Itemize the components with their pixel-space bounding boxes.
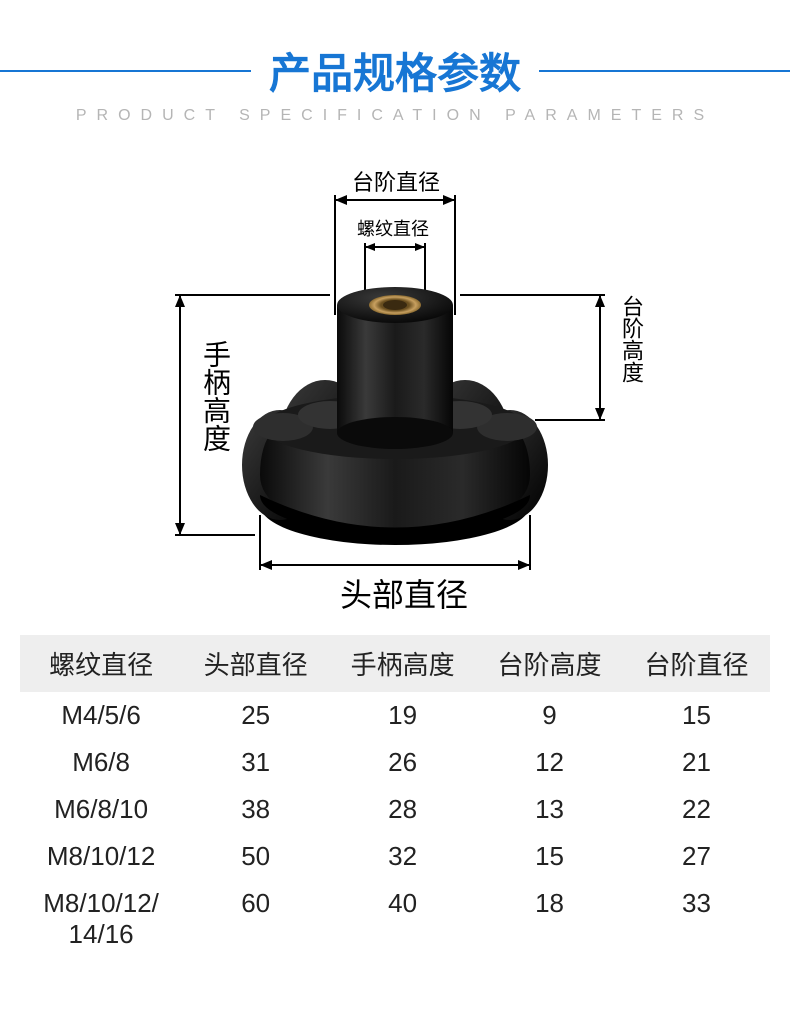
title-line-left: [0, 70, 251, 72]
cell: 33: [623, 880, 770, 958]
table-row: M4/5/6 25 19 9 15: [20, 692, 770, 739]
spec-table: 螺纹直径 头部直径 手柄高度 台阶高度 台阶直径 M4/5/6 25 19 9 …: [20, 635, 770, 958]
cell: 15: [476, 833, 623, 880]
cell: 12: [476, 739, 623, 786]
cell: 27: [623, 833, 770, 880]
col-handle-height: 手柄高度: [329, 635, 476, 692]
label-step-height: 台阶高度: [615, 295, 647, 383]
table-row: M6/8 31 26 12 21: [20, 739, 770, 786]
cell: 18: [476, 880, 623, 958]
cell: M8/10/12/14/16: [20, 880, 182, 958]
product-diagram: 台阶直径 螺纹直径 手柄高度 台阶高度 头部直径: [0, 165, 790, 615]
table-row: M6/8/10 38 28 13 22: [20, 786, 770, 833]
cell: M8/10/12: [20, 833, 182, 880]
cell: 21: [623, 739, 770, 786]
spec-table-container: 螺纹直径 头部直径 手柄高度 台阶高度 台阶直径 M4/5/6 25 19 9 …: [20, 635, 770, 958]
col-step-height: 台阶高度: [476, 635, 623, 692]
cell: 9: [476, 692, 623, 739]
col-thread-diameter: 螺纹直径: [20, 635, 182, 692]
table-row: M8/10/12 50 32 15 27: [20, 833, 770, 880]
cell: 19: [329, 692, 476, 739]
cell: M4/5/6: [20, 692, 182, 739]
cell: M6/8/10: [20, 786, 182, 833]
label-head-diameter: 头部直径: [340, 570, 468, 616]
cell: 50: [182, 833, 329, 880]
cell: M6/8: [20, 739, 182, 786]
cell: 22: [623, 786, 770, 833]
label-handle-height: 手柄高度: [195, 340, 235, 452]
cell: 38: [182, 786, 329, 833]
cell: 32: [329, 833, 476, 880]
cell: 28: [329, 786, 476, 833]
cell: 31: [182, 739, 329, 786]
table-header-row: 螺纹直径 头部直径 手柄高度 台阶高度 台阶直径: [20, 635, 770, 692]
title-line-right: [539, 70, 790, 72]
col-head-diameter: 头部直径: [182, 635, 329, 692]
page-subtitle: PRODUCT SPECIFICATION PARAMETERS: [0, 107, 790, 125]
table-body: M4/5/6 25 19 9 15 M6/8 31 26 12 21 M6/8/…: [20, 692, 770, 958]
cell: 60: [182, 880, 329, 958]
cell: 25: [182, 692, 329, 739]
label-thread-diameter: 螺纹直径: [357, 215, 429, 241]
col-step-diameter: 台阶直径: [623, 635, 770, 692]
cell: 13: [476, 786, 623, 833]
cell: 15: [623, 692, 770, 739]
page-header: 产品规格参数 PRODUCT SPECIFICATION PARAMETERS: [0, 0, 790, 125]
cell: 26: [329, 739, 476, 786]
title-row: 产品规格参数: [0, 40, 790, 101]
label-step-diameter: 台阶直径: [352, 165, 440, 197]
page-title: 产品规格参数: [261, 40, 529, 101]
cell: 40: [329, 880, 476, 958]
table-row: M8/10/12/14/16 60 40 18 33: [20, 880, 770, 958]
